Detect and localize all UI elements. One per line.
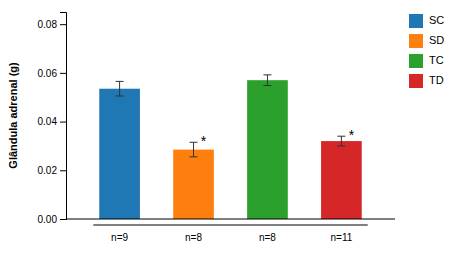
y-tick: 0.04 bbox=[38, 116, 66, 127]
bar bbox=[173, 150, 214, 219]
error-bar-cap bbox=[190, 142, 198, 143]
legend-item: SD bbox=[409, 34, 444, 48]
error-bar-cap bbox=[337, 136, 345, 137]
y-tick-label: 0.08 bbox=[38, 19, 58, 30]
chart: 0.000.020.040.060.08n=9n=8n=8n=11**Glând… bbox=[0, 0, 473, 263]
legend-item: TC bbox=[409, 54, 444, 68]
y-tick: 0.00 bbox=[38, 214, 66, 225]
legend-swatch bbox=[409, 74, 423, 88]
n-label: n=11 bbox=[331, 232, 353, 243]
y-tick-label: 0.06 bbox=[38, 68, 58, 79]
n-label: n=8 bbox=[259, 232, 276, 243]
significance-star: * bbox=[201, 133, 207, 149]
bar bbox=[99, 89, 140, 219]
error-bar bbox=[337, 136, 345, 146]
legend-swatch bbox=[409, 34, 423, 48]
legend-label: TC bbox=[429, 54, 444, 66]
x-axis-line bbox=[66, 219, 395, 220]
bar bbox=[321, 141, 362, 219]
y-tick: 0.08 bbox=[38, 19, 66, 30]
y-tick-mark bbox=[60, 122, 66, 123]
error-bar-stem bbox=[119, 81, 120, 96]
legend: SC SD TC TD bbox=[409, 14, 444, 88]
legend-item: TD bbox=[409, 74, 444, 88]
y-tick-mark bbox=[60, 219, 66, 220]
y-tick-label: 0.00 bbox=[38, 214, 58, 225]
bracket bbox=[93, 225, 367, 226]
y-tick-mark bbox=[60, 73, 66, 74]
bar bbox=[247, 80, 288, 219]
significance-star: * bbox=[349, 127, 355, 143]
y-tick: 0.02 bbox=[38, 165, 66, 176]
legend-label: TD bbox=[429, 74, 444, 86]
y-tick: 0.06 bbox=[38, 68, 66, 79]
error-bar-cap bbox=[263, 85, 271, 86]
y-tick-label: 0.04 bbox=[38, 116, 58, 127]
error-bar-stem bbox=[193, 142, 194, 157]
error-bar bbox=[263, 75, 271, 86]
legend-swatch bbox=[409, 54, 423, 68]
n-labels: n=9 n=8 n=8 n=11 bbox=[111, 232, 353, 243]
error-bar-stem bbox=[341, 136, 342, 146]
error-bar-cap bbox=[190, 156, 198, 157]
n-label: n=9 bbox=[111, 232, 128, 243]
legend-swatch bbox=[409, 14, 423, 28]
plot: 0.000.020.040.060.08n=9n=8n=8n=11** bbox=[38, 13, 395, 244]
legend-label: SC bbox=[429, 14, 444, 26]
error-bar-cap bbox=[116, 81, 124, 82]
legend-label: SD bbox=[429, 34, 444, 46]
error-bar-cap bbox=[337, 145, 345, 146]
y-tick-mark bbox=[60, 170, 66, 171]
annotations: ** bbox=[201, 127, 355, 149]
marks bbox=[99, 75, 361, 219]
error-bar-cap bbox=[116, 96, 124, 97]
y-axis-line bbox=[60, 13, 67, 220]
y-axis-title: Glândula adrenal (g) bbox=[7, 62, 19, 169]
error-bar-stem bbox=[267, 75, 268, 86]
legend-item: SC bbox=[409, 14, 444, 28]
n-label: n=8 bbox=[185, 232, 202, 243]
y-tick-mark bbox=[60, 24, 66, 25]
error-bar bbox=[116, 81, 124, 96]
y-axis: 0.00 0.02 0.04 0.06 0.08 bbox=[38, 13, 67, 225]
error-bar-cap bbox=[263, 74, 271, 75]
y-tick-label: 0.02 bbox=[38, 165, 58, 176]
error-bar bbox=[190, 142, 198, 157]
